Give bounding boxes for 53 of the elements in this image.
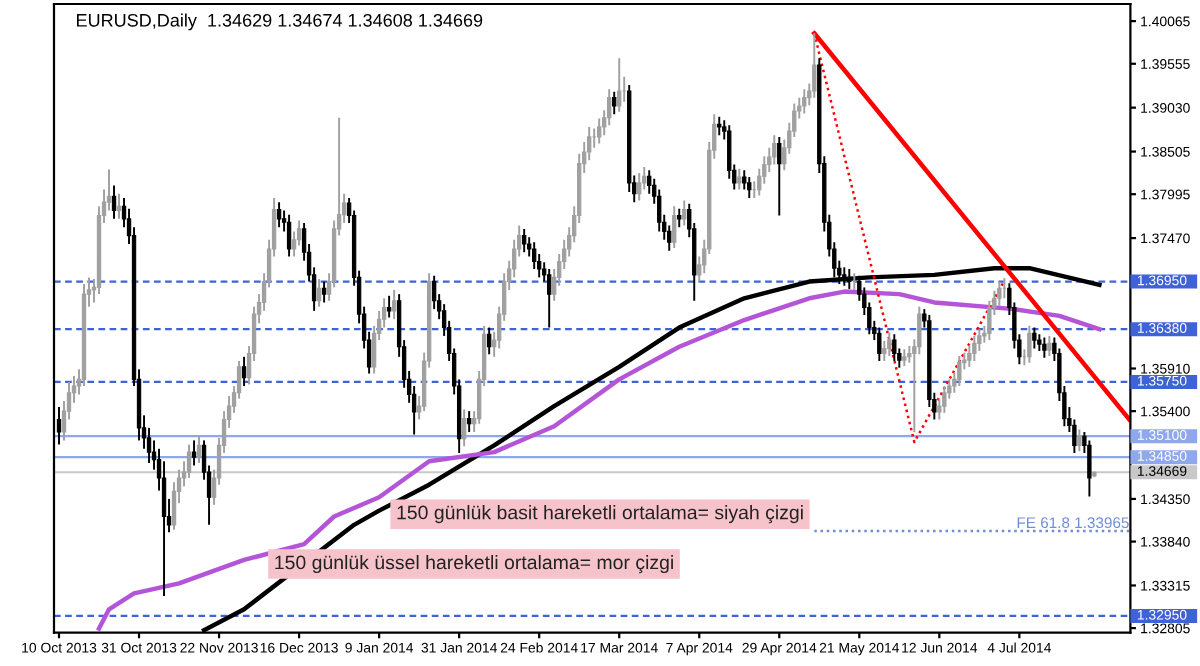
candlestick — [802, 88, 807, 115]
candlestick — [772, 134, 777, 166]
candlestick — [461, 408, 467, 448]
candlestick — [316, 278, 322, 308]
candlestick — [612, 90, 617, 116]
candlestick — [737, 167, 742, 191]
candlestick — [241, 355, 247, 388]
candlestick — [887, 331, 892, 357]
annotation: 150 günlük basit hareketli ortalama= siyah çizgi — [397, 505, 803, 524]
candlestick — [486, 326, 492, 356]
candlestick — [321, 280, 327, 304]
annotation: 150 günlük üssel hareketli ortalama= mor çizgi — [275, 555, 673, 574]
candlestick — [812, 32, 817, 99]
candlestick — [677, 207, 682, 229]
candlestick — [957, 355, 962, 388]
candlestick — [191, 439, 197, 467]
candlestick — [717, 115, 722, 137]
candlestick — [431, 274, 437, 311]
candlestick — [116, 192, 122, 220]
candlestick — [987, 299, 992, 342]
candlestick — [777, 135, 782, 217]
candlestick — [682, 199, 687, 227]
candlestick — [1032, 326, 1037, 350]
candlestick — [1077, 428, 1082, 453]
candlestick — [892, 333, 897, 362]
candlestick — [997, 280, 1002, 307]
candlestick — [531, 241, 537, 270]
candlestick — [637, 171, 642, 202]
candlestick — [547, 268, 552, 329]
candlestick — [1087, 439, 1092, 498]
candlestick — [1047, 334, 1052, 357]
candlestick — [972, 334, 977, 362]
candlestick — [521, 227, 527, 254]
candlestick — [196, 435, 202, 464]
candlestick — [597, 117, 602, 145]
candlestick — [607, 88, 612, 127]
candlestick — [747, 176, 752, 199]
candlestick — [286, 213, 292, 258]
candlestick — [672, 205, 677, 250]
candlestick — [276, 201, 282, 229]
candlestick — [967, 344, 972, 368]
candlestick — [877, 326, 882, 362]
candlestick — [942, 385, 947, 414]
candlestick — [617, 57, 622, 113]
candlestick — [111, 184, 117, 220]
candlestick — [1027, 324, 1032, 364]
candlestick — [742, 169, 747, 191]
candlestick — [391, 288, 397, 321]
candlestick — [466, 410, 472, 434]
candlestick — [1042, 336, 1047, 359]
candlestick — [186, 443, 192, 479]
chart-title: EURUSD,Daily 1.34629 1.34674 1.34608 1.34669 — [77, 13, 483, 31]
candlestick — [882, 339, 887, 362]
